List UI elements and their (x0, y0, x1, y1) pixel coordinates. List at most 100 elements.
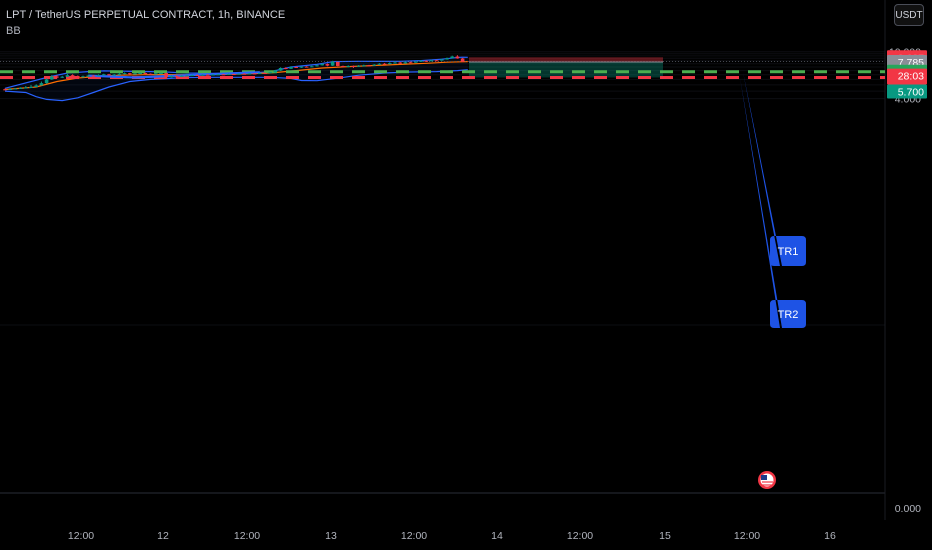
candle (180, 75, 184, 77)
candle-body (429, 60, 434, 62)
candle-body (424, 60, 428, 62)
candle-body (284, 68, 288, 70)
candle-body (65, 75, 70, 77)
time-tick-label: 12:00 (68, 530, 94, 542)
candle (393, 61, 397, 64)
candle-body (154, 73, 158, 75)
candle (112, 74, 116, 76)
candle (263, 72, 267, 75)
time-tick-label: 14 (491, 530, 503, 542)
candle-body (185, 75, 189, 77)
candle-body (76, 76, 80, 78)
callout-bubble (743, 71, 806, 267)
candles (3, 55, 465, 91)
candle (122, 72, 127, 75)
candle-body (148, 73, 153, 75)
price-axis: 10.0009.5009.0008.5008.0007.5007.0006.50… (887, 47, 927, 515)
candle (414, 61, 418, 63)
candle (102, 73, 106, 76)
indicator-label[interactable]: BB (6, 25, 21, 37)
candle (200, 74, 205, 76)
candle-body (408, 62, 413, 64)
candle-body (143, 73, 148, 75)
candle (320, 63, 324, 66)
candle-body (174, 76, 179, 78)
candle-body (34, 85, 38, 88)
candle-body (18, 88, 23, 89)
candle-body (159, 73, 163, 75)
candle (3, 88, 7, 91)
candle-body (315, 65, 319, 67)
callout-tr1: TR1 (743, 71, 806, 267)
candle (304, 66, 309, 68)
candle-body (247, 73, 252, 75)
candle-body (388, 63, 392, 65)
candle (164, 72, 168, 78)
candle (419, 60, 423, 62)
candle-body (398, 62, 402, 64)
candle (434, 59, 439, 62)
candle (455, 55, 460, 59)
profit-zone (469, 62, 663, 78)
candle-body (206, 74, 210, 76)
candle (133, 73, 137, 75)
candle-body (336, 61, 340, 66)
candle (284, 67, 288, 70)
candle-body (39, 83, 44, 86)
candle-body (299, 66, 304, 68)
candle-body (3, 89, 7, 91)
price-tick-label: 0.000 (895, 503, 921, 515)
candle (325, 63, 330, 67)
band-fill (5, 57, 468, 101)
candle-body (164, 73, 168, 78)
candle (107, 73, 111, 76)
price-tag-sub-text: 5.700 (898, 86, 924, 98)
candle-body (367, 65, 371, 67)
candle (206, 74, 210, 76)
candle-body (289, 66, 293, 69)
candle (258, 72, 262, 75)
candle-body (81, 76, 85, 78)
candle-body (414, 61, 418, 63)
candle (247, 72, 252, 75)
candle (440, 58, 444, 61)
candle-body (393, 62, 397, 64)
candle-body (195, 75, 200, 77)
chart-title: LPT / TetherUS PERPETUAL CONTRACT, 1h, B… (6, 9, 286, 21)
candle (408, 61, 413, 64)
candle (55, 75, 59, 79)
candle-body (273, 70, 278, 73)
candle-body (24, 87, 28, 89)
time-tick-label: 12 (157, 530, 169, 542)
candle (65, 73, 70, 78)
candle-body (221, 74, 226, 76)
short-position-box (0, 57, 885, 78)
candle-body (445, 58, 449, 60)
candle (346, 65, 350, 68)
candle (330, 60, 335, 66)
candle-body (268, 72, 272, 74)
candle-body (263, 73, 267, 75)
candle-body (362, 65, 366, 67)
callout-label: TR2 (778, 309, 799, 321)
time-axis: 12:00 12 12:00 13 12:00 14 12:00 15 12:00 16 (68, 530, 836, 542)
candle (148, 73, 153, 75)
flag-canton (761, 475, 767, 480)
currency-button[interactable]: USDT (894, 4, 924, 26)
candle (169, 75, 174, 78)
candle (377, 63, 382, 65)
candle (159, 72, 163, 75)
candle-body (96, 75, 101, 77)
candle-body (8, 89, 12, 91)
candle (450, 55, 454, 59)
candle-body (294, 66, 298, 68)
candle-body (232, 74, 236, 76)
us-flag-icon[interactable] (758, 471, 776, 489)
candle (367, 64, 371, 67)
candle (336, 61, 340, 67)
level-callouts: TR1 TR2 (740, 71, 806, 328)
candle-body (450, 56, 454, 59)
time-tick-label: 12:00 (401, 530, 427, 542)
candle (138, 72, 142, 75)
